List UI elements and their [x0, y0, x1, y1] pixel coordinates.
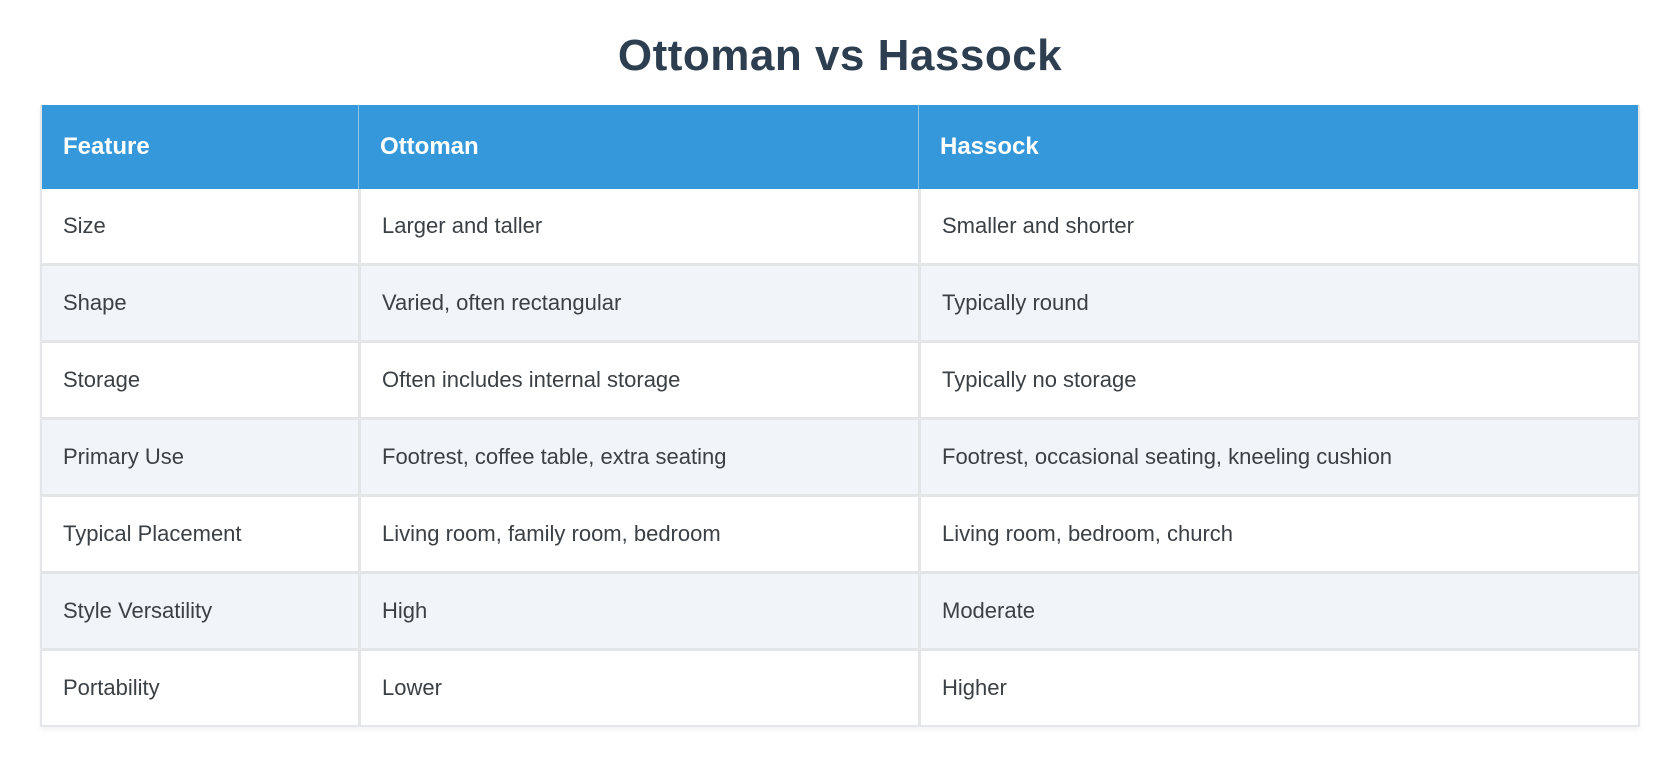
feature-cell: Primary Use	[42, 420, 358, 497]
column-header-feature: Feature	[42, 105, 358, 189]
ottoman-cell: Larger and taller	[358, 189, 918, 266]
table-row-size: Size Larger and taller Smaller and short…	[42, 189, 1638, 266]
ottoman-cell: Often includes internal storage	[358, 343, 918, 420]
hassock-cell: Living room, bedroom, church	[918, 497, 1638, 574]
table-row-shape: Shape Varied, often rectangular Typicall…	[42, 266, 1638, 343]
page: Ottoman vs Hassock Feature Ottoman Hasso…	[0, 30, 1680, 782]
feature-cell: Style Versatility	[42, 574, 358, 651]
page-title: Ottoman vs Hassock	[617, 31, 1063, 80]
table-row-primary-use: Primary Use Footrest, coffee table, extr…	[42, 420, 1638, 497]
hassock-cell: Smaller and shorter	[918, 189, 1638, 266]
ottoman-cell: Footrest, coffee table, extra seating	[358, 420, 918, 497]
column-header-ottoman: Ottoman	[358, 105, 918, 189]
table-row-typical-placement: Typical Placement Living room, family ro…	[42, 497, 1638, 574]
table-header-row: Feature Ottoman Hassock	[42, 105, 1638, 189]
feature-cell: Typical Placement	[42, 497, 358, 574]
hassock-cell: Higher	[918, 651, 1638, 725]
feature-cell: Size	[42, 189, 358, 266]
ottoman-cell: Living room, family room, bedroom	[358, 497, 918, 574]
feature-cell: Portability	[42, 651, 358, 725]
table-row-style-versatility: Style Versatility High Moderate	[42, 574, 1638, 651]
column-header-hassock: Hassock	[918, 105, 1638, 189]
comparison-table-container: Feature Ottoman Hassock Size Larger and …	[40, 105, 1640, 727]
hassock-cell: Moderate	[918, 574, 1638, 651]
feature-cell: Storage	[42, 343, 358, 420]
ottoman-cell: High	[358, 574, 918, 651]
ottoman-cell: Varied, often rectangular	[358, 266, 918, 343]
hassock-cell: Typically no storage	[918, 343, 1638, 420]
comparison-table: Feature Ottoman Hassock Size Larger and …	[42, 105, 1638, 725]
hassock-cell: Typically round	[918, 266, 1638, 343]
hassock-cell: Footrest, occasional seating, kneeling c…	[918, 420, 1638, 497]
table-row-portability: Portability Lower Higher	[42, 651, 1638, 725]
feature-cell: Shape	[42, 266, 358, 343]
table-row-storage: Storage Often includes internal storage …	[42, 343, 1638, 420]
ottoman-cell: Lower	[358, 651, 918, 725]
